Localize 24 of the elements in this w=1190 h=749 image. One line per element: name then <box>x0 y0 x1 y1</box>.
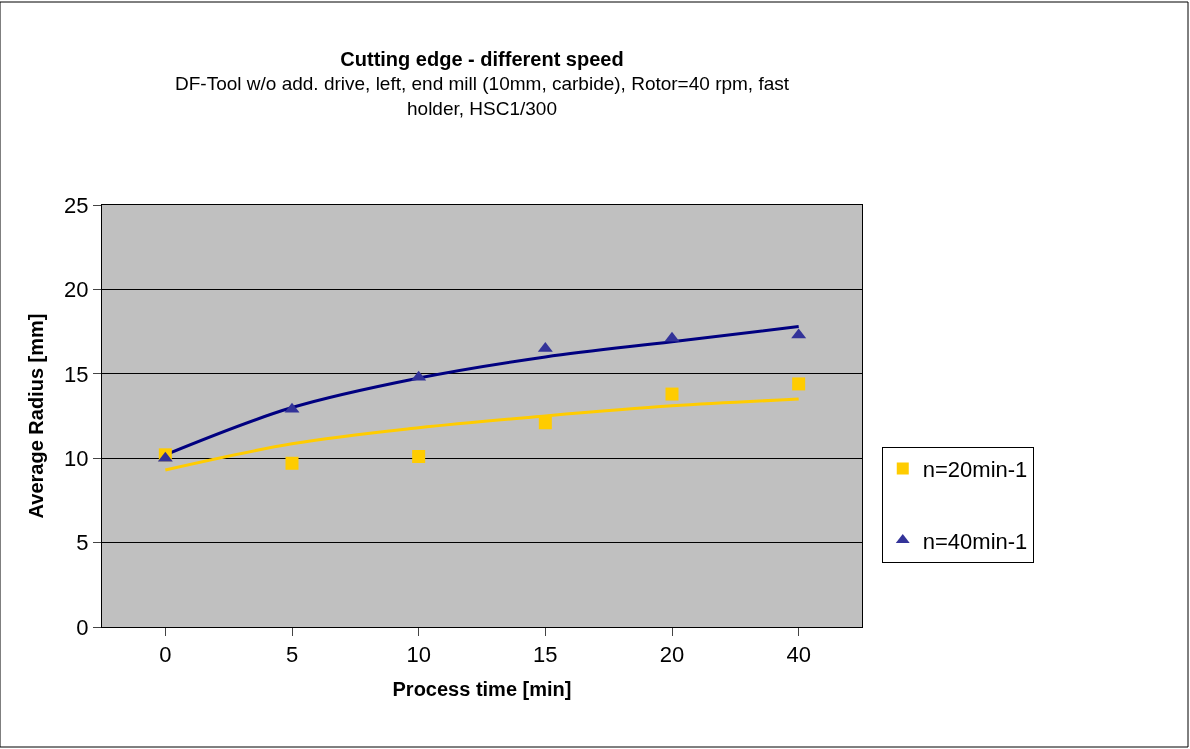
point <box>538 416 552 430</box>
y-tick-label: 10 <box>64 445 89 471</box>
point <box>792 377 806 391</box>
x-tick-label: 20 <box>659 642 685 668</box>
y-tick-label: 25 <box>64 192 89 218</box>
x-tick-label: 10 <box>406 642 431 668</box>
chart-title: Cutting edge - different speed <box>340 48 624 71</box>
chart-subtitle: DF-Tool w/o add. drive, left, end mill (10mm, carbide), Rotor=40 rpm, fast holder, HSC1/300 <box>175 73 790 119</box>
y-tick-label: 5 <box>76 530 89 556</box>
line-series <box>163 397 801 472</box>
x-tick-label: 5 <box>285 642 299 668</box>
y-axis-title: Average Radius [mm] <box>24 313 47 519</box>
point <box>665 387 679 401</box>
legend-label: n=20min-1 <box>922 457 1028 482</box>
x-axis-title: Process time [min] <box>392 677 572 700</box>
y-tick-label: 15 <box>64 361 89 387</box>
y-tick-label: 20 <box>64 277 89 303</box>
x-tick-label: 0 <box>159 642 172 668</box>
x-tick-label: 15 <box>533 642 558 668</box>
legend-label: n=40min-1 <box>922 528 1028 554</box>
x-tick-label: 40 <box>786 642 811 668</box>
point <box>412 450 426 464</box>
point <box>285 456 299 470</box>
y-tick-label: 0 <box>76 614 89 640</box>
